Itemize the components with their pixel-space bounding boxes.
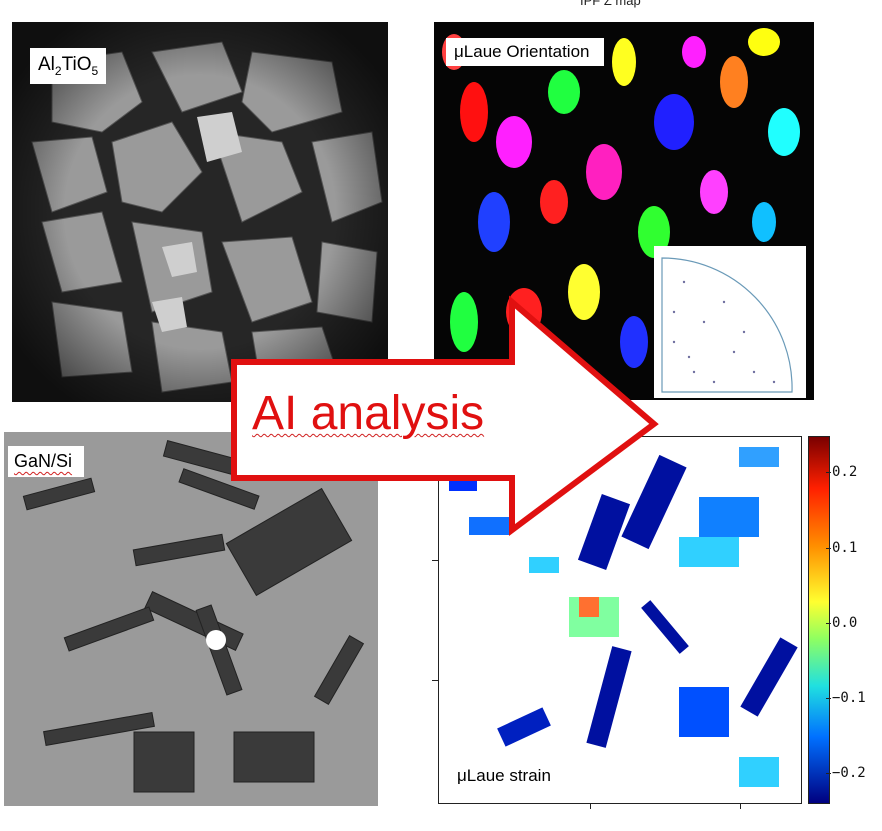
sub-2: 2 (54, 63, 62, 78)
strain-colorbar (808, 436, 830, 804)
gan-si-micrograph: GaN/Si (4, 432, 378, 806)
ipf-map-title: IPF Z map (580, 0, 641, 8)
laue-orientation-map: μLaue Orientation (434, 22, 814, 400)
gan-rods (4, 432, 378, 806)
al2tio5-micrograph: Al2TiO5 (12, 22, 388, 402)
al-text: Al (38, 54, 55, 75)
x-axis-tick (740, 803, 741, 809)
al2tio5-label: Al2TiO5 (30, 48, 107, 84)
al2tio5-grains (12, 22, 388, 402)
sub-5: 5 (91, 63, 99, 78)
colorbar-tick: −0.2 (826, 765, 866, 781)
laue-strain-map: μLaue strain (438, 436, 802, 804)
ai-analysis-label: AI analysis (252, 387, 485, 440)
colorbar-tick: 0.0 (825, 615, 858, 631)
strain-field (449, 447, 798, 787)
strain-label: μLaue strain (451, 763, 563, 789)
orientation-grains (434, 22, 814, 400)
strain-label-text: μLaue strain (457, 766, 551, 785)
gan-label: GaN/Si (8, 446, 85, 477)
gan-label-text: GaN/Si (14, 451, 73, 471)
x-axis-tick (590, 803, 591, 809)
colorbar-tick: −0.1 (826, 690, 866, 706)
colorbar-tick: 0.2 (825, 464, 858, 480)
colorbar-tick: 0.1 (825, 540, 858, 556)
orientation-label-text: μLaue Orientation (454, 42, 590, 61)
tio-text: TiO (61, 54, 92, 75)
y-axis-tick (432, 560, 438, 561)
ai-analysis-text: AI analysis (252, 386, 484, 441)
ipf-inset (654, 246, 806, 398)
orientation-label: μLaue Orientation (446, 38, 604, 66)
y-axis-tick (432, 680, 438, 681)
